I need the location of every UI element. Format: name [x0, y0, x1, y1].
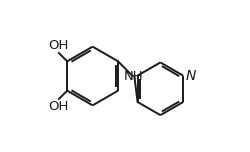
Text: OH: OH — [48, 38, 68, 52]
Text: N: N — [186, 69, 196, 83]
Text: OH: OH — [48, 100, 68, 114]
Text: NH: NH — [124, 69, 143, 83]
